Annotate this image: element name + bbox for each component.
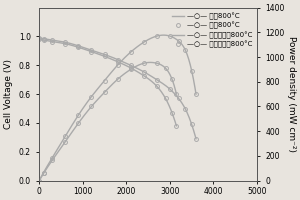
—○— 微波800°C	[183, 107, 187, 110]
—○— 传统马弗炉800°C	[38, 38, 41, 41]
—○— 传统马弗炉800°C	[119, 62, 123, 64]
—○— 微波800°C	[38, 37, 41, 39]
—○— 传统马弗炉800°C	[116, 61, 119, 63]
—○— 微波800°C	[190, 123, 194, 126]
—○— 传统马弗炉800°C	[142, 74, 146, 77]
—○— 微波800°C	[131, 65, 134, 67]
—○— 微波800°C	[194, 138, 198, 140]
Line: —○— 微波800°C: —○— 微波800°C	[37, 36, 198, 141]
—○— 微波800°C	[38, 37, 41, 39]
—○— 微波800°C	[90, 49, 93, 51]
—○— 微波800°C	[116, 58, 119, 61]
—○— 传统马弗炉800°C	[155, 85, 159, 87]
—○— 传统马弗炉800°C	[175, 125, 178, 127]
—○— 微波800°C	[169, 89, 173, 92]
—○— 微波800°C	[168, 88, 172, 90]
—○— 微波800°C	[76, 45, 80, 47]
—○— 微波800°C	[38, 37, 41, 39]
—○— 传统马弗炉800°C	[162, 94, 165, 96]
—○— 微波800°C	[50, 39, 54, 41]
—○— 传统马弗炉800°C	[118, 62, 122, 64]
—○— 传统马弗炉800°C	[175, 125, 178, 127]
—○— 微波800°C	[42, 37, 45, 40]
—○— 传统马弗炉800°C	[42, 39, 45, 41]
—○— 传统马弗炉800°C	[64, 42, 67, 45]
Y-axis label: Power density (mW cm⁻²): Power density (mW cm⁻²)	[287, 36, 296, 152]
—○— 传统马弗炉800°C	[50, 40, 54, 43]
—○— 微波800°C	[130, 65, 134, 67]
—○— 传统马弗炉800°C	[170, 112, 174, 114]
—○— 微波800°C	[177, 97, 180, 100]
Y-axis label: Cell Voltage (V): Cell Voltage (V)	[4, 59, 13, 129]
—○— 传统马弗炉800°C	[129, 67, 133, 69]
—○— 微波800°C	[64, 41, 67, 43]
—○— 传统马弗炉800°C	[76, 46, 80, 48]
—○— 微波800°C	[142, 71, 146, 73]
Line: —○— 微波800°C: —○— 微波800°C	[39, 38, 196, 139]
Line: —○— 传统马弗炉800°C: —○— 传统马弗炉800°C	[37, 37, 178, 128]
—○— 传统马弗炉800°C	[38, 38, 41, 41]
—○— 传统马弗炉800°C	[164, 97, 167, 100]
—○— 传统马弗炉800°C	[90, 50, 93, 53]
—○— 微波800°C	[194, 138, 198, 140]
—○— 微波800°C	[179, 101, 183, 103]
—○— 传统马弗炉800°C	[103, 55, 106, 58]
—○— 传统马弗炉800°C	[38, 38, 41, 41]
—○— 微波800°C	[103, 53, 106, 56]
—○— 传统马弗炉800°C	[153, 83, 157, 85]
Line: —○— 传统马弗炉800°C: —○— 传统马弗炉800°C	[39, 39, 176, 126]
—○— 微波800°C	[134, 66, 137, 69]
—○— 传统马弗炉800°C	[122, 63, 125, 65]
—○— 微波800°C	[129, 64, 133, 67]
—○— 微波800°C	[155, 79, 159, 81]
Legend: —○— 微波800°C, —○— 微波800°C, —○— 传统马弗炉800°C, —○— 传统马弗炉800°C: —○— 微波800°C, —○— 微波800°C, —○— 传统马弗炉800°C…	[170, 11, 254, 49]
